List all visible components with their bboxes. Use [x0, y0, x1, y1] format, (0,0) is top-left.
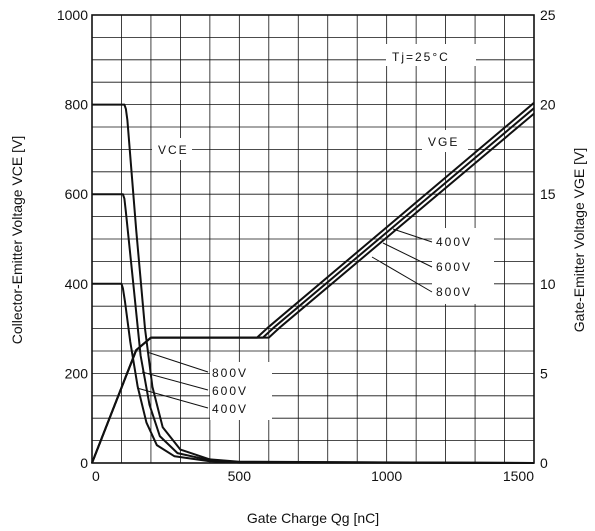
x-tick-labels: 0 500 1000 1500 [92, 468, 534, 484]
vce-leader-400v [136, 387, 209, 409]
vce-curve-400v [92, 282, 535, 464]
left-y-tick-label: 600 [65, 186, 89, 202]
x-tick-label: 1500 [503, 468, 534, 484]
vge-voltage-labels: 400V 600V 800V [371, 228, 494, 304]
right-y-tick-label: 0 [540, 455, 548, 471]
vge-labels-bg [432, 228, 494, 304]
vge-label-400v: 400V [436, 235, 472, 249]
series-lines [91, 102, 535, 464]
x-tick-label: 500 [228, 468, 252, 484]
left-y-tick-label: 400 [65, 276, 89, 292]
x-tick-label: 1000 [371, 468, 402, 484]
left-y-axis-title: Collector-Emitter Voltage VCE [V] [9, 136, 25, 345]
left-y-tick-label: 1000 [57, 7, 88, 23]
vce-voltage-labels: 800V 600V 400V [136, 351, 272, 420]
vge-curve-label: VGE [428, 135, 459, 149]
vce-label-800v: 800V [212, 366, 248, 380]
right-y-tick-label: 15 [540, 186, 556, 202]
vce-curve-label: VCE [158, 143, 189, 157]
vce-label-600v: 600V [212, 384, 248, 398]
condition-label: Tj=25°C [392, 50, 450, 64]
condition-label-bg [386, 44, 476, 66]
vce-label-bg [152, 138, 192, 160]
vge-leader-600v [382, 242, 433, 268]
right-y-tick-labels: 0 5 10 15 20 25 [540, 7, 556, 471]
right-y-tick-label: 25 [540, 7, 556, 23]
right-y-axis-title: Gate-Emitter Voltage VGE [V] [571, 148, 587, 332]
vge-curve-800v [91, 112, 535, 464]
right-y-tick-label: 5 [540, 365, 548, 381]
right-y-tick-label: 10 [540, 276, 556, 292]
vge-leader-800v [371, 256, 433, 293]
vge-leader-400v [392, 228, 433, 243]
vce-leader-800v [146, 351, 209, 373]
vge-label-800v: 800V [436, 285, 472, 299]
vce-label-400v: 400V [212, 402, 248, 416]
right-y-tick-label: 20 [540, 97, 556, 113]
left-y-tick-label: 200 [65, 365, 89, 381]
left-y-tick-labels: 0 200 400 600 800 1000 [57, 7, 88, 471]
vge-label-bg [422, 130, 468, 152]
x-axis-title: Gate Charge Qg [nC] [247, 510, 379, 526]
left-y-tick-label: 800 [65, 97, 89, 113]
left-y-tick-label: 0 [80, 455, 88, 471]
vce-leader-600v [141, 371, 209, 391]
vge-label-600v: 600V [436, 260, 472, 274]
vce-labels-bg [210, 362, 272, 420]
x-tick-label: 0 [92, 468, 100, 484]
